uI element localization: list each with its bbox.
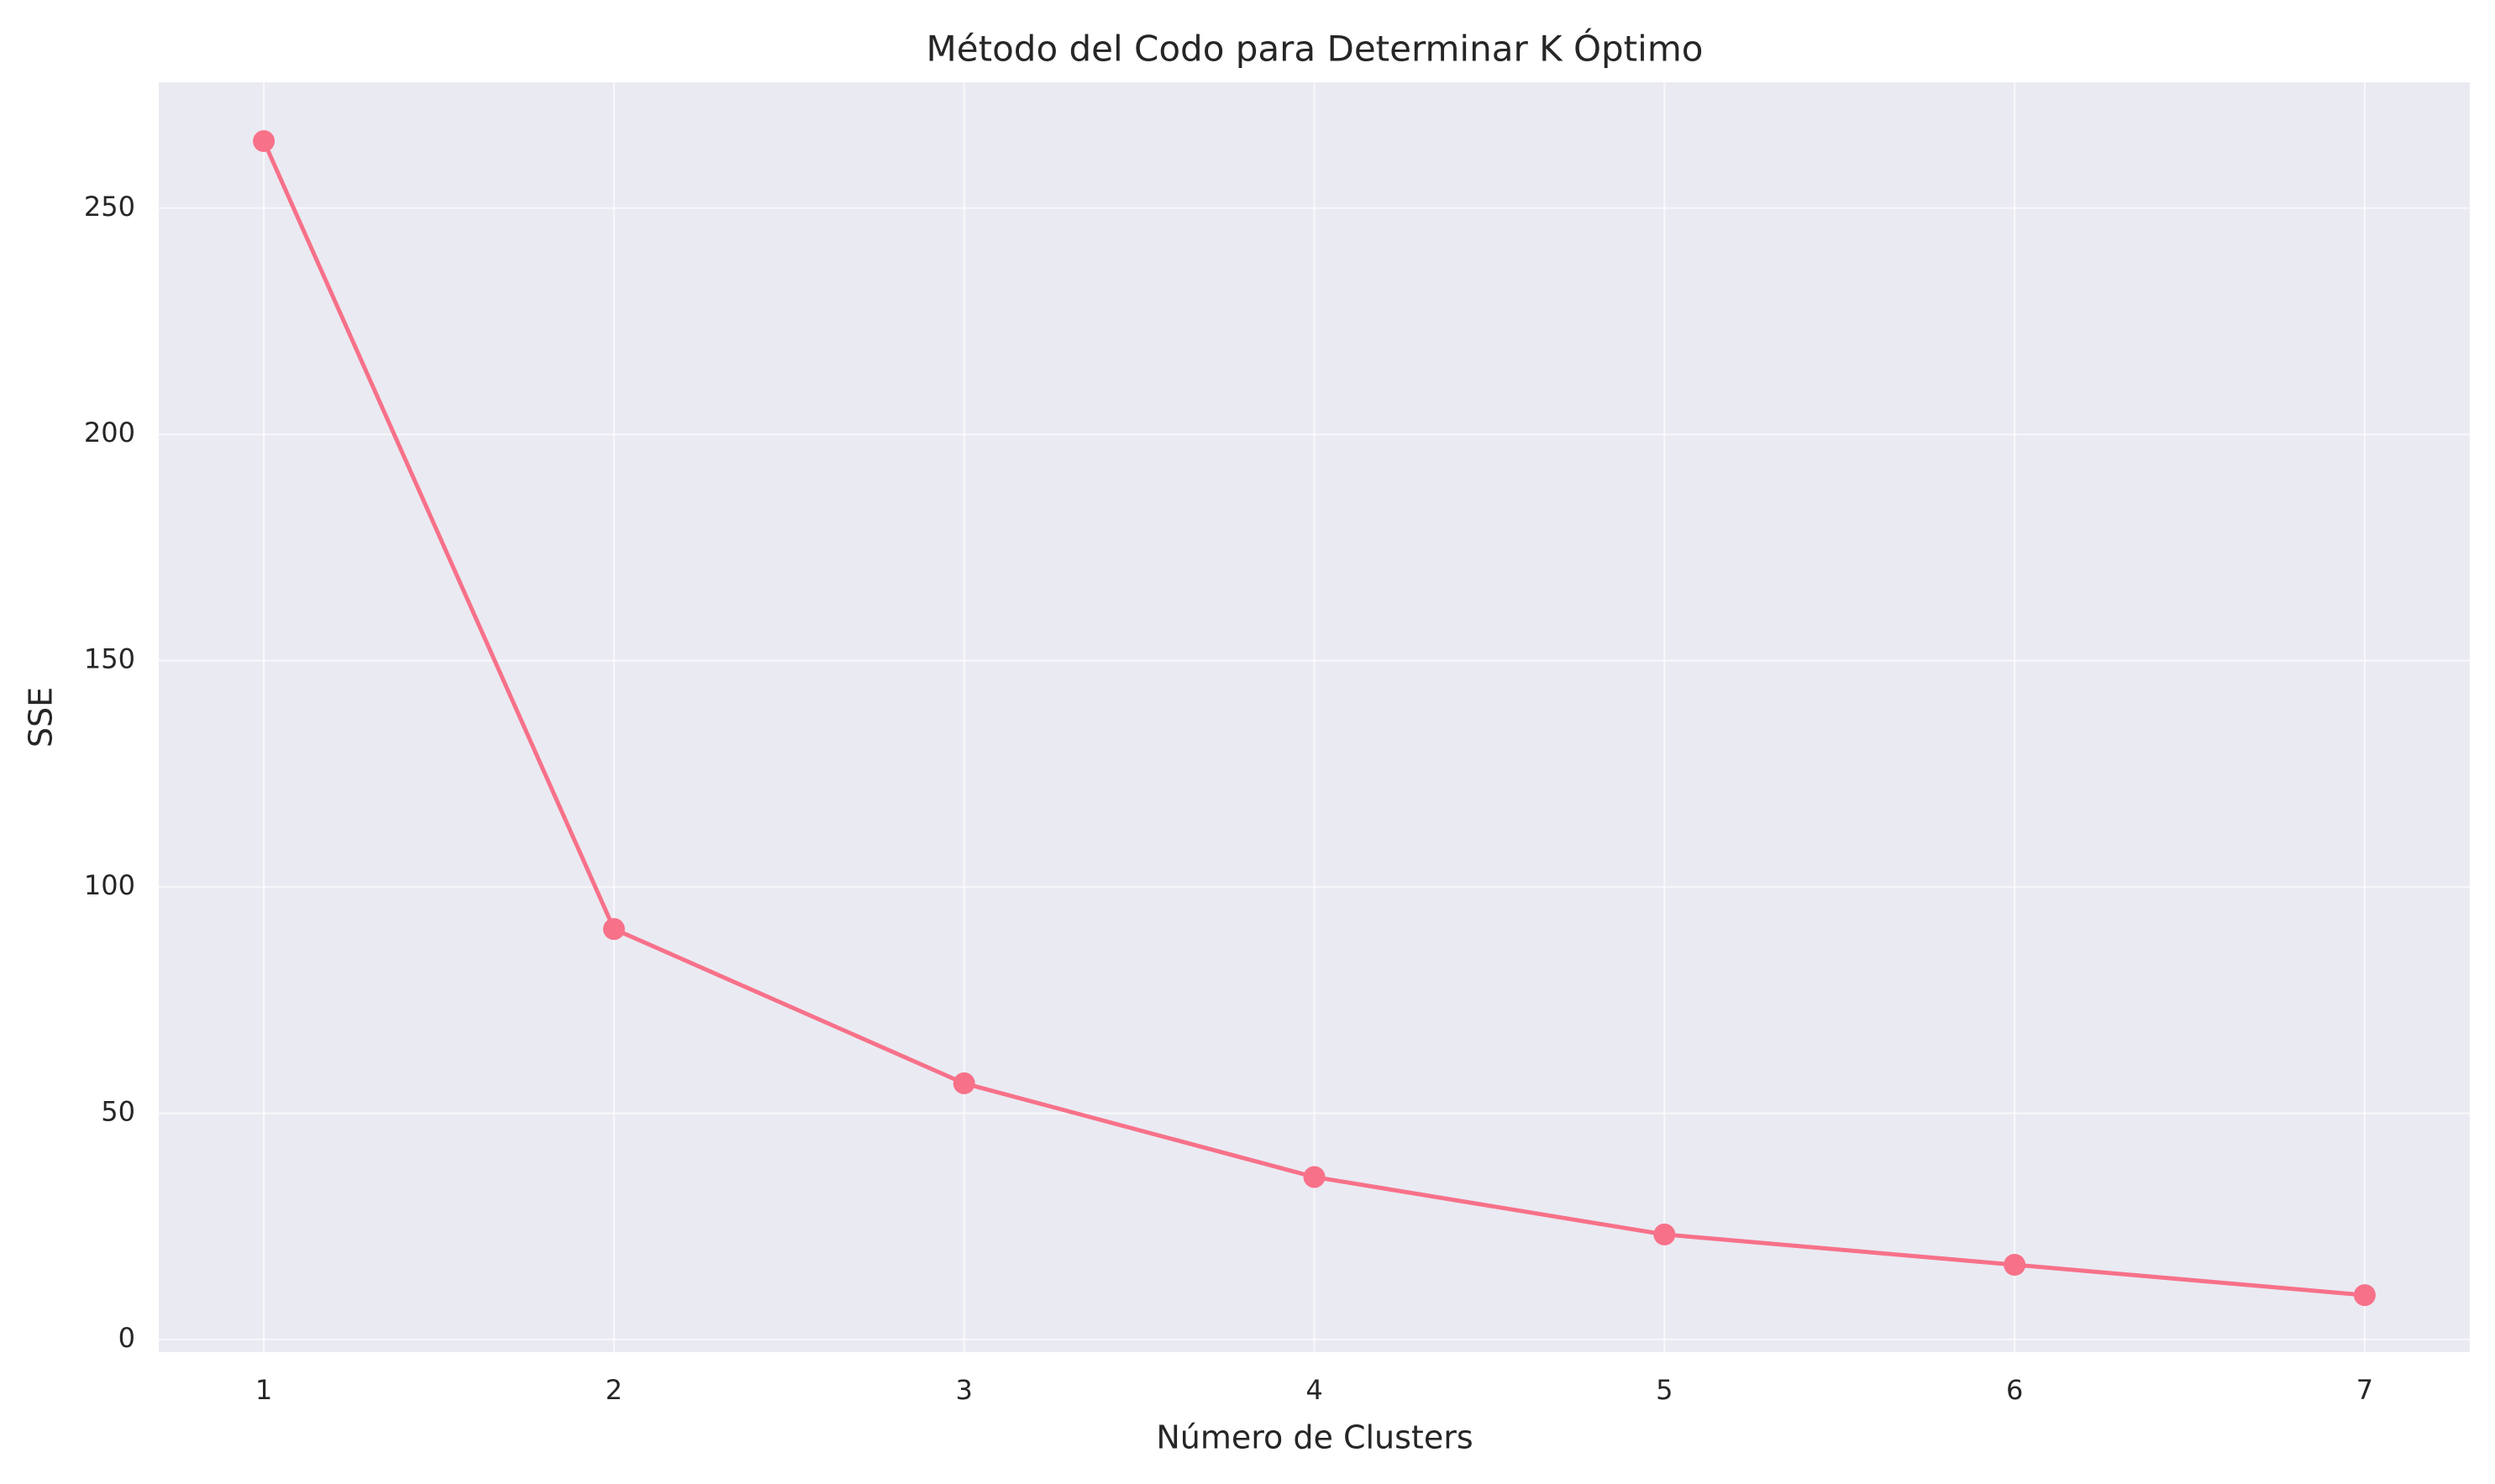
x-tick-label: 5 xyxy=(1656,1374,1673,1406)
data-point xyxy=(953,1072,975,1094)
y-tick-label: 50 xyxy=(101,1095,135,1127)
data-point xyxy=(2353,1284,2376,1307)
x-tick-label: 7 xyxy=(2356,1374,2373,1406)
x-tick-label: 3 xyxy=(956,1374,973,1406)
data-point xyxy=(1653,1223,1676,1245)
data-point xyxy=(602,918,625,941)
x-tick-label: 1 xyxy=(255,1374,272,1406)
data-point xyxy=(2004,1254,2026,1277)
chart-title: Método del Codo para Determinar K Óptimo xyxy=(927,28,1704,70)
data-point xyxy=(253,130,276,153)
data-point xyxy=(1303,1166,1326,1188)
y-tick-label: 0 xyxy=(118,1322,135,1354)
x-tick-label: 4 xyxy=(1305,1374,1322,1406)
x-tick-label: 2 xyxy=(606,1374,622,1406)
y-tick-label: 200 xyxy=(84,417,135,448)
x-tick-label: 6 xyxy=(2006,1374,2023,1406)
y-tick-label: 100 xyxy=(84,869,135,901)
y-axis-label: SSE xyxy=(23,687,60,747)
y-tick-label: 150 xyxy=(84,643,135,675)
x-axis-label: Número de Clusters xyxy=(1156,1419,1473,1456)
y-tick-label: 250 xyxy=(84,191,135,223)
